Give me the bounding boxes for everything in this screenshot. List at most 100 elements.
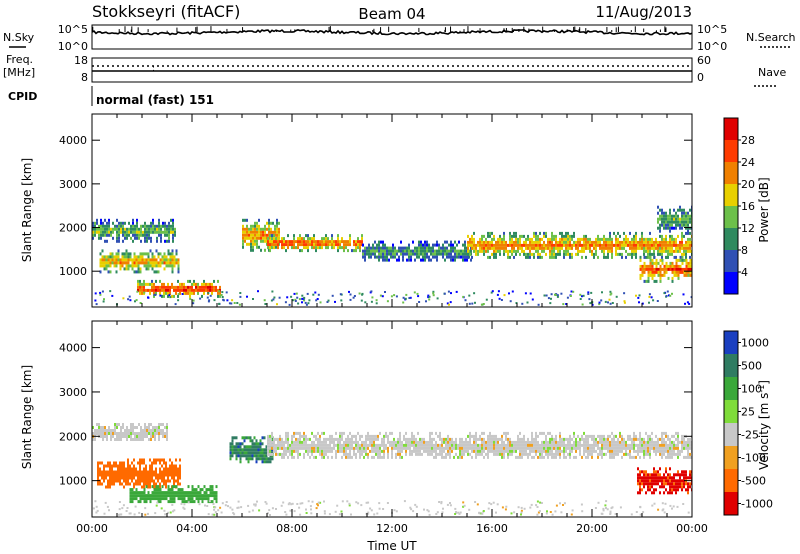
echo-cell — [278, 221, 280, 225]
echo-cell — [119, 467, 121, 471]
echo-cell — [412, 252, 414, 256]
echo-cell — [461, 455, 463, 459]
echo-cell — [325, 443, 327, 447]
echo-cell — [573, 434, 575, 438]
echo-cell — [104, 426, 106, 429]
echo-cell — [649, 252, 651, 256]
echo-cell — [293, 446, 295, 450]
echo-speckle — [355, 501, 358, 504]
echo-speckle — [224, 504, 227, 507]
echo-cell — [172, 221, 174, 225]
echo-cell — [565, 246, 567, 250]
echo-cell — [253, 451, 256, 455]
echo-cell — [426, 255, 428, 259]
echo-cell — [164, 233, 166, 237]
echo-cell — [271, 451, 274, 455]
echo-cell — [139, 285, 141, 289]
echo-cell — [649, 437, 651, 441]
echo-cell — [293, 243, 295, 247]
echo-cell — [258, 218, 260, 222]
echo-cell — [607, 443, 609, 447]
echo-cell — [339, 446, 341, 450]
echo-cell — [633, 437, 635, 441]
echo-cell — [431, 452, 433, 456]
echo-speckle — [504, 508, 507, 511]
freq-tick-bottom: 8 — [81, 71, 88, 84]
echo-cell — [685, 220, 687, 224]
echo-cell — [123, 255, 126, 259]
echo-cell — [203, 282, 205, 286]
echo-cell — [110, 227, 112, 231]
echo-cell — [665, 214, 667, 218]
echo-cell — [138, 230, 140, 234]
echo-cell — [450, 255, 452, 259]
nsky-trace — [91, 26, 693, 36]
echo-cell — [357, 240, 359, 244]
echo-cell — [651, 479, 653, 483]
echo-cell — [161, 285, 163, 289]
echo-cell — [243, 448, 246, 452]
echo-cell — [563, 446, 565, 450]
echo-cell — [531, 243, 533, 247]
echo-cell — [539, 446, 541, 450]
echo-cell — [681, 485, 683, 489]
echo-cell — [533, 449, 535, 453]
echo-cell — [157, 500, 160, 504]
echo-cell — [242, 242, 244, 246]
echo-cell — [589, 434, 591, 438]
echo-cell — [427, 443, 429, 447]
echo-cell — [263, 448, 266, 452]
echo-cell — [109, 479, 111, 483]
echo-cell — [615, 243, 617, 247]
echo-cell — [187, 485, 190, 489]
echo-cell — [551, 252, 553, 256]
echo-speckle — [183, 507, 186, 510]
echo-cell — [621, 243, 623, 247]
echo-cell — [533, 240, 535, 244]
echo-cell — [547, 449, 549, 453]
echo-cell — [663, 446, 665, 450]
echo-speckle — [440, 501, 443, 503]
echo-cell — [445, 440, 447, 444]
echo-cell — [487, 255, 489, 259]
echo-cell — [415, 437, 417, 441]
echo-cell — [513, 243, 515, 247]
echo-cell — [135, 479, 137, 483]
echo-cell — [613, 437, 615, 441]
echo-cell — [265, 445, 268, 449]
echo-cell — [250, 236, 252, 240]
echo-cell — [573, 455, 575, 459]
echo-cell — [145, 497, 148, 501]
echo-cell — [166, 233, 168, 237]
echo-cell — [285, 452, 287, 456]
echo-cell — [669, 211, 671, 215]
echo-cell — [159, 252, 162, 256]
echo-cell — [625, 440, 627, 444]
echo-cell — [107, 470, 109, 474]
echo-cell — [589, 443, 591, 447]
echo-speckle — [485, 298, 488, 301]
echo-cell — [627, 443, 629, 447]
echo-cell — [683, 473, 685, 477]
echo-cell — [467, 255, 469, 259]
echo-speckle — [642, 511, 645, 514]
echo-cell — [243, 445, 246, 449]
echo-cell — [341, 434, 343, 438]
echo-cell — [553, 255, 555, 259]
echo-cell — [111, 261, 114, 265]
echo-cell — [611, 443, 613, 447]
echo-cell — [551, 243, 553, 247]
echo-cell — [460, 252, 462, 256]
echo-cell — [315, 434, 317, 438]
echo-cell — [653, 246, 655, 250]
echo-cell — [649, 476, 651, 480]
echo-cell — [467, 252, 469, 256]
echo-cell — [661, 208, 663, 212]
echo-cell — [167, 473, 169, 477]
echo-cell — [135, 497, 138, 501]
echo-cell — [139, 458, 141, 462]
echo-cell — [152, 221, 154, 225]
echo-cell — [104, 224, 106, 228]
echo-cell — [589, 237, 591, 241]
echo-cell — [407, 443, 409, 447]
